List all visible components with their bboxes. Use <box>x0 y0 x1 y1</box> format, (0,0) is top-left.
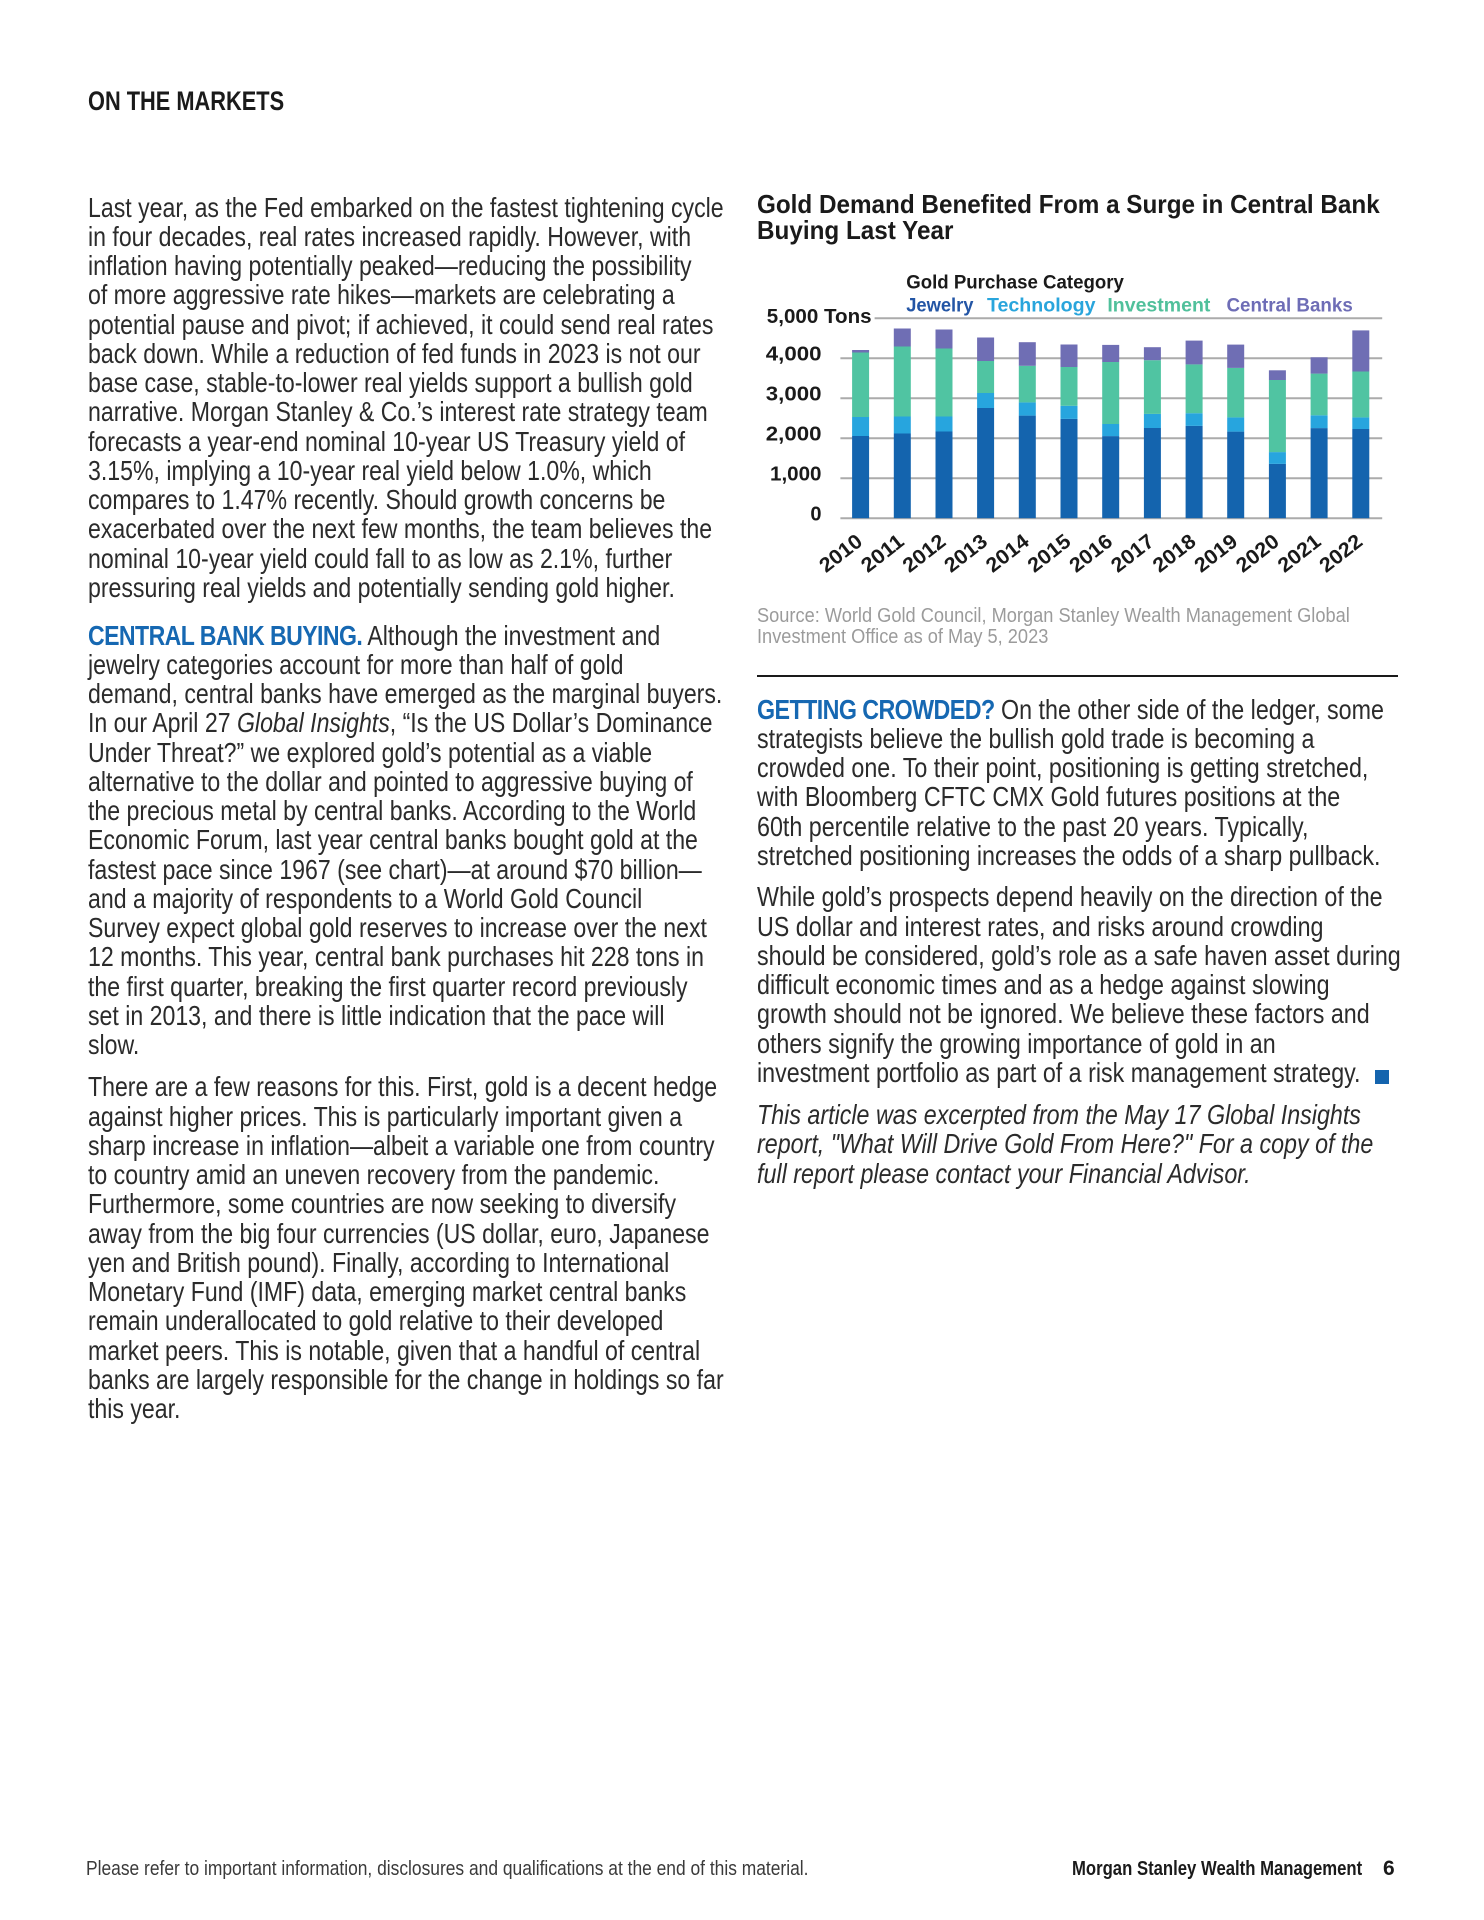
svg-text:3,000: 3,000 <box>766 383 822 405</box>
svg-text:4,000: 4,000 <box>766 343 822 365</box>
svg-text:2016: 2016 <box>1065 530 1117 578</box>
svg-text:1,000: 1,000 <box>770 463 822 485</box>
svg-text:Central Banks: Central Banks <box>1227 294 1353 316</box>
svg-text:2014: 2014 <box>982 529 1034 577</box>
svg-text:Jewelry: Jewelry <box>906 294 973 316</box>
svg-text:2013: 2013 <box>940 530 992 578</box>
svg-text:Technology: Technology <box>987 294 1096 316</box>
svg-text:2017: 2017 <box>1107 530 1159 578</box>
svg-text:Gold Purchase Category: Gold Purchase Category <box>906 271 1124 293</box>
svg-text:Investment: Investment <box>1107 294 1210 316</box>
svg-text:2010: 2010 <box>815 530 867 578</box>
svg-text:2011: 2011 <box>857 530 909 578</box>
svg-text:2020: 2020 <box>1232 530 1284 578</box>
svg-text:2019: 2019 <box>1190 530 1242 578</box>
svg-text:5,000 Tons: 5,000 Tons <box>767 306 872 328</box>
svg-text:2012: 2012 <box>898 530 950 578</box>
svg-text:2015: 2015 <box>1023 530 1075 578</box>
svg-text:2,000: 2,000 <box>766 423 822 445</box>
svg-text:2018: 2018 <box>1148 530 1200 578</box>
svg-text:2021: 2021 <box>1273 530 1325 578</box>
svg-text:0: 0 <box>810 503 821 525</box>
svg-text:2022: 2022 <box>1315 530 1367 578</box>
